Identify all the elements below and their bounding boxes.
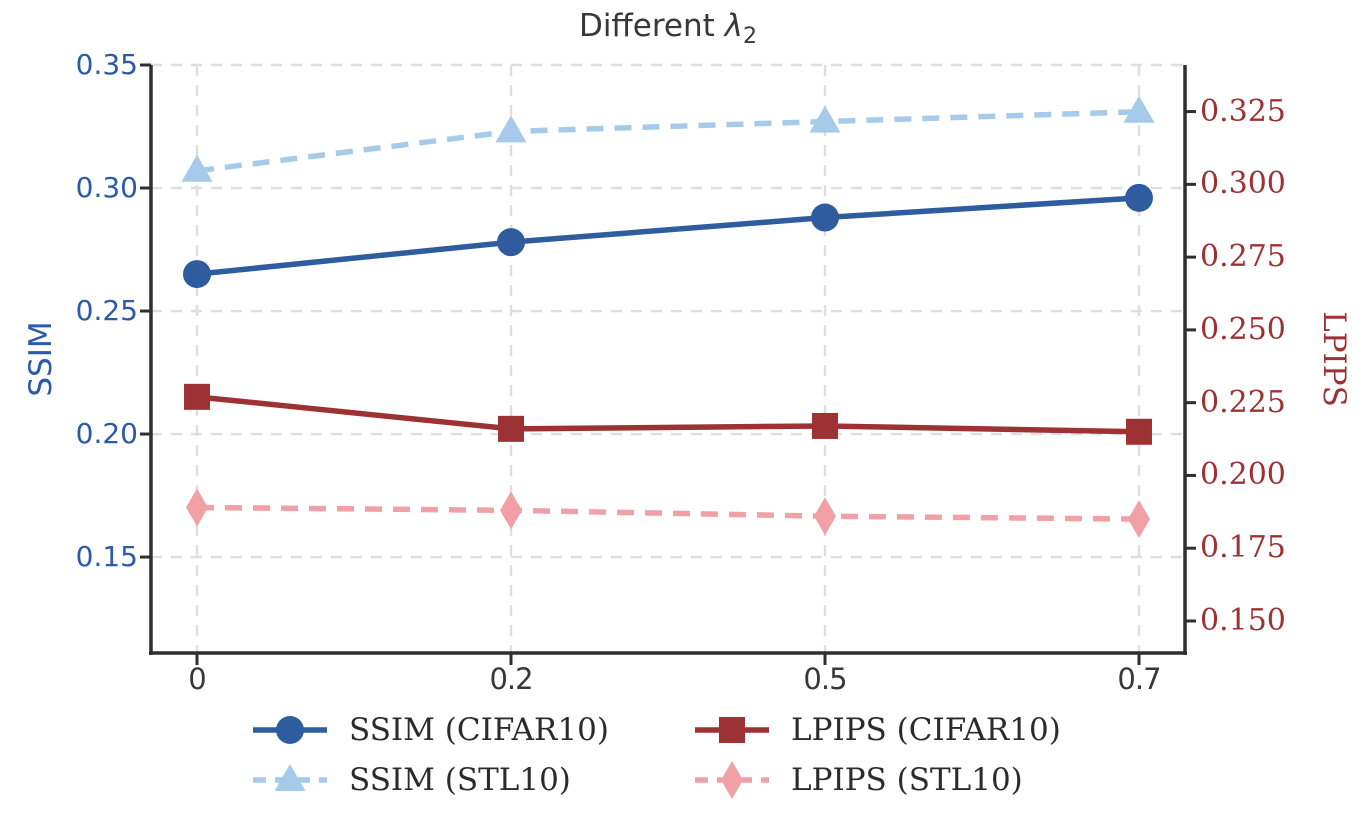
circle-marker [276,716,304,744]
left-axis-tick-label: 0.30 [75,171,138,204]
series-line [196,195,1140,277]
legend-label: LPIPS (STL10) [791,762,1023,798]
x-axis-tick-label: 0 [188,662,206,696]
legend-label: SSIM (STL10) [349,762,571,798]
right-axis-label: LPIPS [1316,311,1352,407]
diamond-marker [500,491,523,530]
circle-marker [810,203,839,232]
diamond-marker [721,761,743,799]
square-marker [719,717,745,743]
legend-label: SSIM (CIFAR10) [349,712,609,748]
legend-item: SSIM (STL10) [253,755,695,805]
circle-marker [497,228,526,257]
triangle-marker [495,115,527,143]
left-axis-tick-label: 0.35 [75,48,138,81]
legend-item: LPIPS (CIFAR10) [695,705,1061,755]
right-axis-tick-label: 0.250 [1200,311,1286,347]
right-axis-tick-label: 0.175 [1200,530,1286,566]
x-axis-tick-label: 0.2 [489,662,533,696]
triangle-marker [274,764,306,791]
diamond-marker [1127,500,1150,539]
legend-swatch [253,764,327,791]
square-marker [184,383,211,410]
circle-marker [183,260,212,289]
square-marker [498,415,525,442]
series-line [196,108,1140,174]
diamond-marker [186,488,209,527]
legend-swatch [253,716,327,744]
square-marker [1125,418,1152,445]
left-axis-label: SSIM [23,321,59,397]
right-axis-tick-label: 0.275 [1200,239,1286,275]
legend-item: LPIPS (STL10) [695,755,1061,805]
legend-swatch [695,717,769,743]
right-axis-tick-label: 0.200 [1200,457,1286,493]
square-marker [811,412,838,439]
chart-title-text: Different [578,8,725,44]
legend-swatch [695,761,769,799]
legend-item: SSIM (CIFAR10) [253,705,695,755]
right-axis-tick-label: 0.225 [1200,384,1286,420]
legend: SSIM (CIFAR10) LPIPS (CIFAR10) SSIM (STL10… [253,705,1061,805]
x-axis-tick-label: 0.5 [803,662,847,696]
triangle-marker [1123,95,1155,123]
x-axis-tick-label: 0.7 [1117,662,1161,696]
legend-label: LPIPS (CIFAR10) [791,712,1061,748]
diamond-marker [813,497,836,536]
lambda-subscript: 2 [743,24,758,50]
left-axis-tick-label: 0.25 [75,294,138,328]
left-axis-tick-label: 0.20 [75,417,138,451]
triangle-marker [181,154,213,182]
chart-title: Different λ2 [368,8,968,48]
lambda-symbol: λ [724,8,744,44]
right-axis-tick-label: 0.150 [1200,602,1286,638]
triangle-marker [809,105,841,133]
right-axis-tick-label: 0.325 [1200,93,1286,129]
circle-marker [1124,183,1153,212]
left-axis-tick-label: 0.15 [75,540,138,574]
series-line [196,504,1140,522]
series-line [196,394,1140,435]
right-axis-tick-label: 0.300 [1200,166,1286,202]
